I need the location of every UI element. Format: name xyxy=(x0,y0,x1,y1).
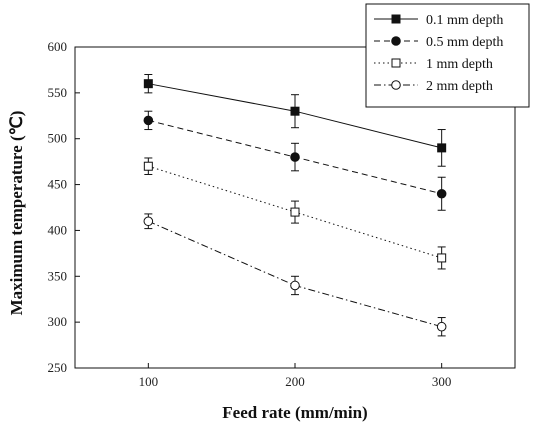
y-tick-label: 250 xyxy=(48,360,68,375)
data-point xyxy=(143,79,153,89)
y-tick-label: 600 xyxy=(48,39,68,54)
legend-item-3: 1 mm depth xyxy=(374,57,493,72)
data-point xyxy=(143,115,154,126)
legend-item-1: 0.1 mm depth xyxy=(374,13,503,28)
x-tick-label: 300 xyxy=(432,374,452,389)
series-2 xyxy=(143,110,447,211)
x-tick-label: 100 xyxy=(139,374,159,389)
legend-marker xyxy=(391,80,401,90)
series-3 xyxy=(143,157,447,270)
y-tick-label: 500 xyxy=(48,131,68,146)
data-point xyxy=(143,216,154,227)
y-tick-label: 400 xyxy=(48,222,68,237)
data-point xyxy=(436,321,447,332)
data-point xyxy=(143,161,153,171)
legend-label: 0.5 mm depth xyxy=(426,35,503,50)
data-point xyxy=(290,207,300,217)
x-tick-label: 200 xyxy=(285,374,305,389)
legend-label: 0.1 mm depth xyxy=(426,13,503,28)
y-tick-label: 350 xyxy=(48,268,68,283)
legend-label: 2 mm depth xyxy=(426,79,493,94)
series-line xyxy=(148,220,442,328)
data-point xyxy=(290,106,300,116)
y-axis-label: Maximum temperature (℃) xyxy=(7,111,26,316)
y-tick-label: 450 xyxy=(48,177,68,192)
legend-label: 1 mm depth xyxy=(426,57,493,72)
y-tick-label: 300 xyxy=(48,314,68,329)
x-axis-label: Feed rate (mm/min) xyxy=(222,403,367,422)
data-point xyxy=(436,188,447,199)
legend-marker xyxy=(391,58,401,68)
legend-item-4: 2 mm depth xyxy=(374,79,493,94)
data-point xyxy=(437,253,447,263)
legend-item-2: 0.5 mm depth xyxy=(374,35,503,50)
y-tick-label: 550 xyxy=(48,85,68,100)
legend-marker xyxy=(391,14,401,24)
series-1 xyxy=(143,74,447,167)
data-point xyxy=(290,280,300,291)
legend-marker xyxy=(391,36,401,46)
data-point xyxy=(437,143,447,153)
legend: 0.1 mm depth 0.5 mm depth 1 mm depth 2 mm d… xyxy=(365,3,530,108)
series-4 xyxy=(143,213,447,337)
data-point xyxy=(290,152,300,162)
